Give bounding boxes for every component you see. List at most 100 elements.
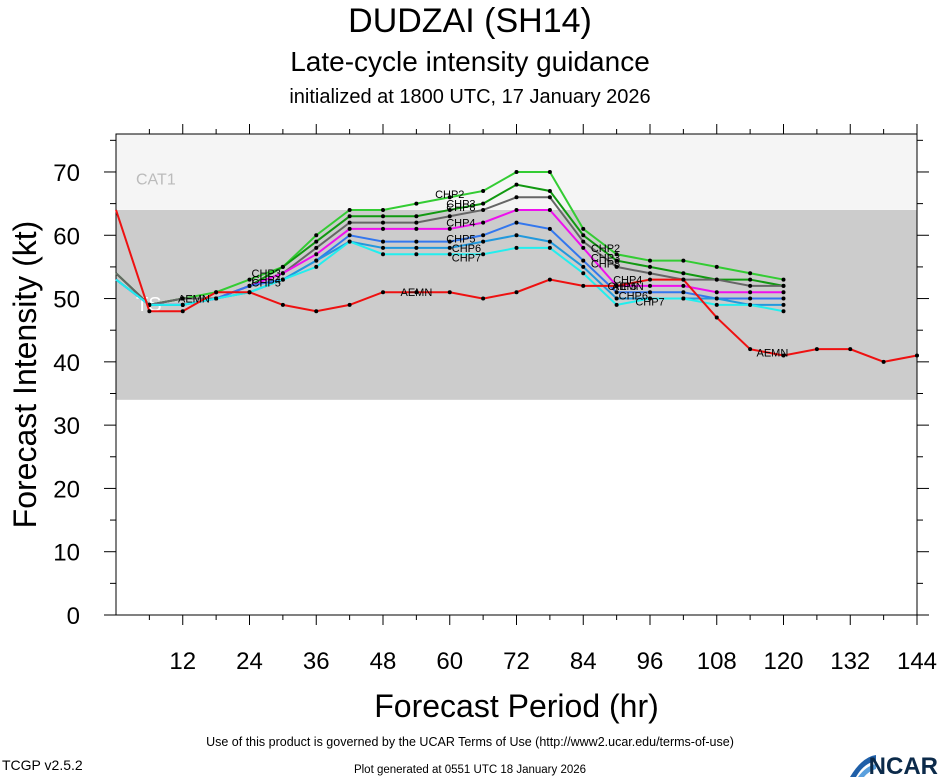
x-tick-label: 36 [303, 648, 330, 675]
data-point-aemn [714, 315, 719, 320]
data-point-chp6 [481, 239, 486, 244]
data-point-chp2 [547, 169, 552, 174]
data-point-aemn [648, 277, 652, 282]
x-tick-label: 132 [830, 648, 870, 675]
intensity-band-ts [116, 209, 917, 400]
series-label-chp4: CHP4 [252, 275, 281, 287]
series-label-chp2: CHP2 [591, 243, 620, 255]
y-axis-title: Forecast Intensity (kt) [7, 221, 43, 529]
data-point-chp5 [481, 233, 486, 238]
data-point-aemn [614, 283, 619, 288]
data-point-chp3 [681, 271, 686, 276]
data-point-chp4 [314, 252, 319, 257]
data-point-chp3 [514, 182, 519, 187]
data-point-aemn [848, 347, 853, 352]
data-point-chp8 [547, 195, 552, 200]
data-point-chp7 [447, 252, 452, 257]
data-point-chp8 [614, 264, 619, 269]
y-tick-label: 40 [53, 350, 80, 377]
init-time-line: initialized at 1800 UTC, 17 January 2026 [289, 86, 651, 108]
data-point-chp4 [514, 207, 519, 212]
data-point-aemn [681, 277, 686, 282]
data-point-chp5 [614, 290, 619, 295]
data-point-aemn [347, 302, 352, 307]
data-point-chp7 [681, 296, 686, 301]
data-point-chp6 [314, 258, 319, 263]
data-point-chp2 [714, 264, 719, 269]
series-label-chp3: CHP3 [252, 268, 281, 280]
data-point-chp3 [648, 264, 652, 269]
data-point-chp5 [547, 226, 552, 231]
chart-title: DUDZAI (SH14) [348, 2, 592, 40]
y-tick-label: 0 [67, 603, 80, 630]
data-point-chp4 [414, 226, 419, 231]
data-point-aemn [881, 359, 886, 364]
data-point-chp4 [381, 226, 385, 231]
data-point-chp5 [514, 220, 519, 225]
x-tick-label: 24 [236, 648, 263, 675]
data-point-chp3 [614, 258, 619, 263]
data-point-chp6 [381, 245, 385, 250]
y-tick-label: 10 [53, 540, 80, 567]
data-point-chp5 [581, 258, 586, 263]
data-point-aemn [381, 290, 385, 295]
data-point-chp2 [681, 258, 686, 263]
series-label-chp6: CHP6 [452, 243, 481, 255]
data-point-aemn [414, 290, 419, 295]
data-point-chp8 [714, 277, 719, 282]
version-label: TCGP v2.5.2 [2, 757, 83, 773]
series-label-chp8: CHP8 [446, 202, 475, 214]
data-point-chp8 [314, 245, 319, 250]
x-tick-label: 48 [370, 648, 397, 675]
data-point-chp2 [347, 207, 352, 212]
data-point-chp6 [414, 245, 419, 250]
x-tick-label: 84 [570, 648, 597, 675]
data-point-aemn [214, 290, 219, 295]
y-tick-label: 70 [53, 160, 80, 187]
data-point-chp2 [581, 226, 586, 231]
data-point-chp3 [581, 233, 586, 238]
data-point-chp4 [681, 283, 686, 288]
data-point-aemn [147, 309, 152, 314]
series-label-aemn: AEMN [178, 294, 210, 306]
data-point-chp8 [781, 283, 786, 288]
data-point-chp5 [781, 296, 786, 301]
x-axis-title: Forecast Period (hr) [374, 688, 659, 724]
data-point-chp7 [280, 277, 285, 282]
x-tick-label: 120 [763, 648, 803, 675]
series-label-chp3: CHP3 [591, 252, 620, 264]
data-point-chp2 [481, 188, 486, 193]
data-point-chp5 [748, 296, 753, 301]
ncar-logo-icon [850, 755, 876, 777]
data-point-aemn [447, 290, 452, 295]
data-point-chp6 [514, 233, 519, 238]
data-point-chp5 [447, 239, 452, 244]
data-point-chp6 [581, 264, 586, 269]
data-point-chp7 [547, 245, 552, 250]
data-point-chp2 [648, 258, 652, 263]
data-point-chp7 [714, 302, 719, 307]
data-point-chp7 [581, 271, 586, 276]
data-point-aemn [814, 347, 819, 352]
data-point-chp7 [347, 239, 352, 244]
data-point-chp2 [247, 277, 252, 282]
data-point-chp7 [180, 302, 185, 307]
data-point-chp4 [347, 226, 352, 231]
data-point-chp8 [748, 283, 753, 288]
x-tick-label: 96 [637, 648, 664, 675]
plot-generated-time: Plot generated at 0551 UTC 18 January 20… [353, 764, 587, 776]
data-point-chp8 [414, 220, 419, 225]
data-point-chp4 [648, 283, 652, 288]
data-point-chp2 [381, 207, 385, 212]
chart-subtitle: Late-cycle intensity guidance [290, 46, 650, 77]
series-label-chp3: CHP3 [446, 199, 475, 211]
data-point-chp5 [247, 283, 252, 288]
data-point-aemn [180, 309, 185, 314]
series-label-aemn: AEMN [612, 281, 644, 293]
data-point-chp5 [681, 290, 686, 295]
y-tick-label: 20 [53, 476, 80, 503]
series-label-aemn: AEMN [400, 287, 432, 299]
data-point-chp4 [714, 290, 719, 295]
data-point-chp4 [748, 290, 753, 295]
